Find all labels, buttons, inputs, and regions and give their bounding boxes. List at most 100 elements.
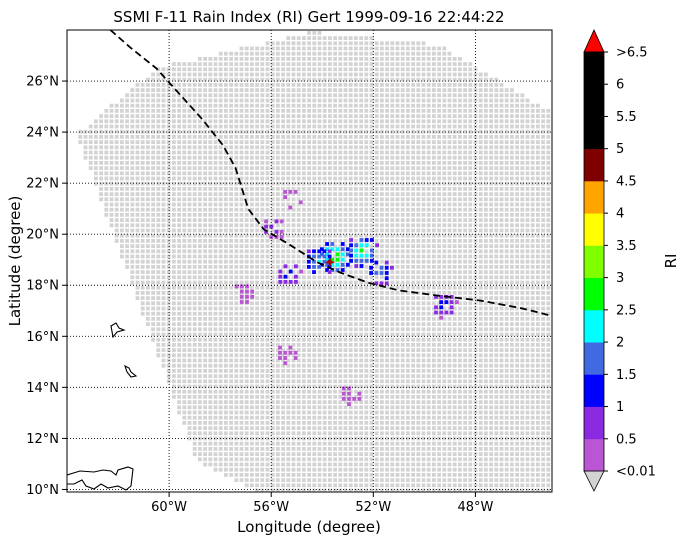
swath-pixel bbox=[525, 145, 530, 150]
swath-pixel bbox=[489, 140, 493, 144]
swath-pixel bbox=[130, 155, 135, 160]
swath-pixel bbox=[406, 46, 410, 51]
swath-pixel bbox=[463, 98, 467, 103]
swath-pixel bbox=[166, 233, 171, 238]
swath-pixel bbox=[229, 150, 233, 155]
swath-pixel bbox=[499, 98, 504, 103]
swath-pixel bbox=[317, 77, 322, 82]
swath-pixel bbox=[458, 311, 462, 316]
swath-pixel bbox=[182, 259, 187, 264]
swath-pixel bbox=[286, 192, 291, 196]
swath-pixel bbox=[536, 317, 540, 321]
swath-pixel bbox=[322, 176, 327, 181]
swath-pixel bbox=[260, 311, 265, 316]
swath-pixel bbox=[281, 187, 285, 191]
swath-pixel bbox=[442, 161, 447, 165]
swath-pixel bbox=[130, 239, 135, 243]
swath-pixel bbox=[203, 311, 207, 316]
swath-pixel bbox=[250, 265, 254, 269]
swath-pixel bbox=[385, 223, 389, 228]
swath-pixel bbox=[348, 223, 353, 228]
swath-pixel bbox=[530, 213, 535, 217]
swath-pixel bbox=[354, 301, 358, 306]
swath-pixel bbox=[244, 270, 249, 274]
swath-pixel bbox=[343, 259, 348, 264]
swath-pixel bbox=[177, 166, 181, 170]
swath-pixel bbox=[421, 72, 426, 77]
swath-pixel bbox=[437, 114, 441, 118]
swath-pixel bbox=[437, 161, 441, 165]
swath-pixel bbox=[182, 228, 187, 233]
swath-pixel bbox=[426, 119, 431, 124]
swath-pixel bbox=[421, 98, 426, 103]
swath-pixel bbox=[510, 337, 514, 342]
swath-pixel bbox=[156, 155, 161, 160]
swath-pixel bbox=[536, 213, 540, 217]
swath-pixel bbox=[364, 181, 369, 186]
swath-pixel bbox=[458, 129, 462, 134]
swath-pixel bbox=[224, 311, 228, 316]
swath-pixel bbox=[239, 218, 244, 222]
swath-pixel bbox=[125, 135, 129, 139]
swath-pixel bbox=[400, 244, 405, 248]
swath-pixel bbox=[426, 296, 431, 300]
swath-pixel bbox=[333, 244, 337, 248]
swath-pixel bbox=[515, 218, 519, 222]
swath-pixel bbox=[546, 171, 551, 176]
swath-pixel bbox=[229, 72, 233, 77]
swath-pixel bbox=[203, 93, 207, 98]
swath-pixel bbox=[255, 270, 259, 274]
swath-pixel bbox=[234, 103, 239, 108]
swath-pixel bbox=[229, 57, 233, 61]
swath-pixel bbox=[307, 77, 311, 82]
swath-pixel bbox=[364, 62, 369, 66]
swath-pixel bbox=[286, 228, 291, 233]
swath-pixel bbox=[432, 244, 436, 248]
swath-pixel bbox=[484, 166, 488, 170]
swath-pixel bbox=[177, 296, 181, 300]
swath-pixel bbox=[541, 207, 545, 212]
swath-pixel bbox=[348, 213, 353, 217]
swath-pixel bbox=[510, 239, 514, 243]
swath-pixel bbox=[270, 348, 275, 352]
swath-pixel bbox=[135, 228, 140, 233]
swath-pixel bbox=[208, 187, 213, 191]
swath-pixel bbox=[291, 181, 296, 186]
swath-pixel bbox=[302, 46, 306, 51]
swath-pixel bbox=[437, 187, 441, 191]
swath-pixel bbox=[452, 322, 457, 326]
swath-pixel bbox=[192, 265, 197, 269]
swath-pixel bbox=[239, 363, 244, 368]
swath-pixel bbox=[390, 135, 395, 139]
swath-pixel bbox=[317, 270, 322, 274]
swath-pixel bbox=[276, 285, 280, 290]
swath-pixel bbox=[182, 83, 187, 87]
swath-pixel bbox=[536, 171, 540, 176]
swath-pixel bbox=[426, 358, 431, 363]
swath-pixel bbox=[187, 228, 192, 233]
swath-pixel bbox=[281, 161, 285, 165]
swath-pixel bbox=[421, 62, 426, 66]
swath-pixel bbox=[494, 285, 499, 290]
swath-pixel bbox=[494, 109, 499, 113]
swath-pixel bbox=[161, 363, 166, 368]
swath-pixel bbox=[296, 296, 301, 300]
swath-pixel bbox=[218, 166, 223, 170]
swath-pixel bbox=[328, 88, 332, 92]
swath-pixel bbox=[515, 202, 519, 207]
swath-pixel bbox=[494, 311, 499, 316]
swath-pixel bbox=[463, 311, 467, 316]
swath-pixel bbox=[244, 223, 249, 228]
swath-pixel bbox=[515, 161, 519, 165]
swath-pixel bbox=[390, 155, 395, 160]
swath-pixel bbox=[432, 62, 436, 66]
swath-pixel bbox=[317, 103, 322, 108]
swath-pixel bbox=[364, 332, 369, 337]
swath-pixel bbox=[270, 358, 275, 363]
swath-pixel bbox=[156, 145, 161, 150]
swath-pixel bbox=[177, 72, 181, 77]
swath-pixel bbox=[478, 155, 483, 160]
swath-pixel bbox=[203, 171, 207, 176]
swath-pixel bbox=[281, 150, 285, 155]
swath-pixel bbox=[359, 145, 363, 150]
